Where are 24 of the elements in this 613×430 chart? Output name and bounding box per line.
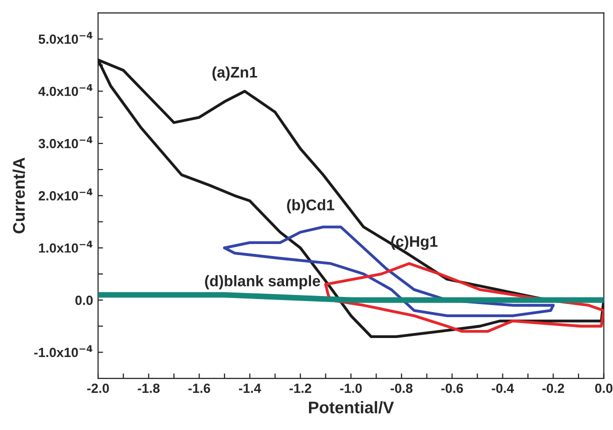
x-tick-label: -1.6: [188, 384, 210, 393]
y-tick-label: -1.0x10$^{−4}$: [34, 345, 92, 358]
y-tick-label: 0.0: [75, 296, 93, 305]
x-tick-label: -1.0: [340, 384, 362, 393]
y-tick-label: 3.0x10$^{−4}$: [38, 136, 92, 148]
annotation: (b)Cd1: [287, 199, 334, 214]
x-tick-label: -1.2: [290, 384, 312, 393]
annotation: (c)Hg1: [391, 236, 438, 250]
y-tick-label: 4.0x10$^{−4}$: [38, 84, 92, 96]
x-axis-title: Potential/V: [308, 401, 394, 414]
y-axis-title: Current/A: [12, 158, 26, 234]
y-tick-label: 2.0x10$^{−4}$: [38, 188, 92, 200]
x-tick-label: 0.0: [595, 384, 612, 393]
x-tick-label: -1.8: [138, 384, 160, 393]
annotation: (d)blank sample: [205, 275, 320, 290]
y-tick-label: 5.0x10$^{−4}$: [38, 32, 92, 44]
x-tick-label: -1.4: [238, 384, 262, 393]
y-tick-label: 1.0x10$^{−4}$: [39, 240, 92, 253]
x-tick-label: -0.2: [542, 384, 564, 393]
x-tick-label: -0.6: [441, 384, 463, 393]
x-tick-label: -2.0: [87, 384, 109, 393]
x-tick-label: -0.8: [390, 384, 412, 393]
x-tick-label: -0.4: [492, 384, 514, 393]
annotation: (a)Zn1: [212, 66, 258, 81]
